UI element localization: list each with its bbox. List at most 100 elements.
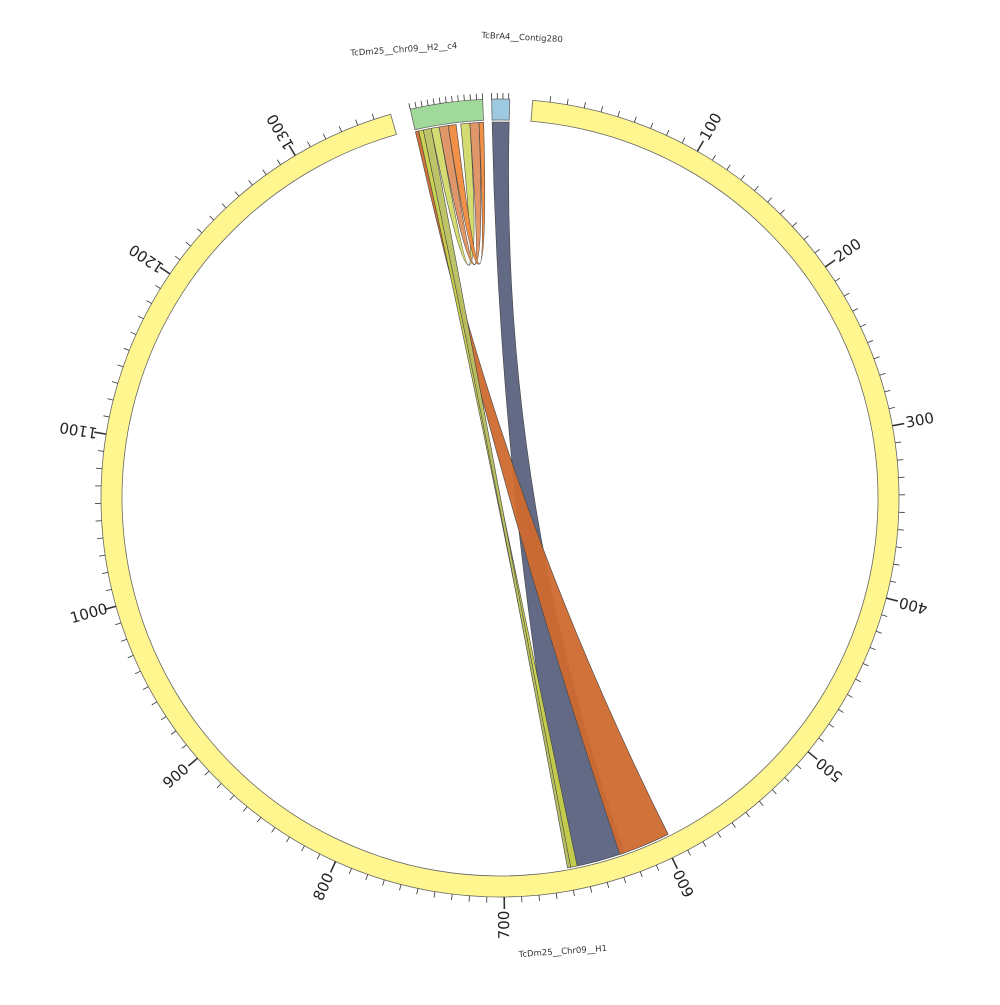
- major-tick: [892, 424, 904, 426]
- minor-tick: [829, 724, 834, 727]
- minor-tick: [152, 702, 157, 705]
- minor-tick: [263, 170, 267, 175]
- minor-tick: [277, 160, 280, 165]
- minor-tick: [640, 872, 642, 878]
- major-tick: [672, 858, 677, 869]
- minor-tick: [882, 615, 888, 617]
- minor-tick: [819, 738, 824, 742]
- minor-tick: [550, 96, 551, 102]
- minor-tick: [209, 216, 213, 220]
- minor-tick: [205, 771, 209, 775]
- minor-tick: [897, 460, 903, 461]
- minor-tick: [741, 175, 745, 180]
- minor-tick: [768, 198, 772, 202]
- minor-tick: [339, 126, 341, 132]
- minor-tick: [102, 572, 108, 573]
- minor-tick: [889, 407, 895, 408]
- minor-tick: [235, 192, 239, 197]
- minor-tick: [847, 694, 852, 697]
- minor-tick: [624, 877, 626, 883]
- minor-tick: [98, 451, 104, 452]
- tick-label: 800: [309, 870, 337, 904]
- minor-tick: [895, 442, 901, 443]
- minor-tick: [115, 623, 121, 625]
- major-tick: [886, 598, 898, 601]
- minor-tick: [780, 210, 784, 214]
- tick-label: 900: [159, 760, 192, 792]
- minor-tick: [171, 731, 176, 735]
- minor-tick: [257, 817, 261, 822]
- minor-tick: [792, 222, 796, 226]
- minor-tick: [896, 547, 902, 548]
- segment-label-h1: TcDm25__Chr09__H1: [517, 944, 607, 960]
- minor-tick: [249, 180, 253, 185]
- minor-tick: [759, 801, 763, 806]
- minor-tick: [835, 278, 840, 281]
- minor-tick: [317, 854, 320, 859]
- tick-label: 1100: [58, 418, 99, 442]
- minor-tick: [182, 745, 187, 749]
- minor-tick: [161, 717, 166, 720]
- tick-label: 600: [670, 867, 699, 901]
- minor-tick: [667, 130, 670, 135]
- minor-tick: [893, 564, 899, 565]
- major-tick: [331, 862, 336, 873]
- minor-tick: [590, 887, 591, 893]
- minor-tick: [97, 538, 103, 539]
- minor-tick: [601, 106, 603, 112]
- minor-tick: [128, 655, 134, 657]
- minor-tick: [556, 893, 557, 899]
- minor-tick: [746, 812, 750, 817]
- minor-tick: [421, 101, 422, 107]
- tick-label: 200: [831, 235, 865, 266]
- minor-tick: [415, 102, 416, 108]
- minor-tick: [99, 555, 105, 556]
- tick-label: 1300: [263, 111, 298, 153]
- minor-tick: [222, 204, 226, 208]
- minor-tick: [197, 229, 201, 233]
- minor-tick: [138, 316, 143, 319]
- minor-tick: [356, 120, 358, 126]
- minor-tick: [146, 301, 151, 304]
- minor-tick: [323, 134, 326, 139]
- major-tick: [697, 141, 703, 151]
- minor-tick: [112, 382, 118, 384]
- minor-tick: [703, 842, 706, 847]
- minor-tick: [860, 324, 865, 327]
- minor-tick: [772, 790, 776, 794]
- minor-tick: [815, 249, 820, 253]
- minor-tick: [573, 890, 574, 896]
- minor-tick: [439, 98, 440, 104]
- minor-tick: [870, 648, 876, 650]
- minor-tick: [874, 357, 880, 359]
- major-tick: [808, 752, 817, 760]
- minor-tick: [272, 827, 275, 832]
- minor-tick: [732, 823, 735, 828]
- minor-tick: [863, 663, 868, 665]
- tick-label: 1000: [68, 600, 110, 628]
- tick-label: 700: [495, 911, 513, 940]
- minor-tick: [634, 117, 636, 123]
- minor-tick: [118, 365, 124, 367]
- minor-tick: [890, 581, 896, 582]
- minor-tick: [302, 846, 305, 851]
- minor-tick: [417, 888, 418, 894]
- minor-tick: [868, 340, 874, 342]
- minor-tick: [433, 99, 434, 105]
- segment-label-contig: TcBrA4__Contig280: [480, 31, 563, 45]
- minor-tick: [217, 784, 221, 788]
- minor-tick: [464, 95, 465, 101]
- minor-tick: [712, 155, 715, 160]
- minor-tick: [366, 874, 368, 880]
- minor-tick: [804, 236, 809, 240]
- minor-tick: [230, 795, 234, 799]
- link-ribbon: [415, 131, 668, 855]
- minor-tick: [885, 390, 891, 392]
- minor-tick: [434, 892, 435, 898]
- minor-tick: [688, 850, 691, 855]
- minor-tick: [458, 95, 459, 101]
- minor-tick: [727, 165, 730, 170]
- minor-tick: [451, 894, 452, 900]
- minor-tick: [121, 639, 127, 641]
